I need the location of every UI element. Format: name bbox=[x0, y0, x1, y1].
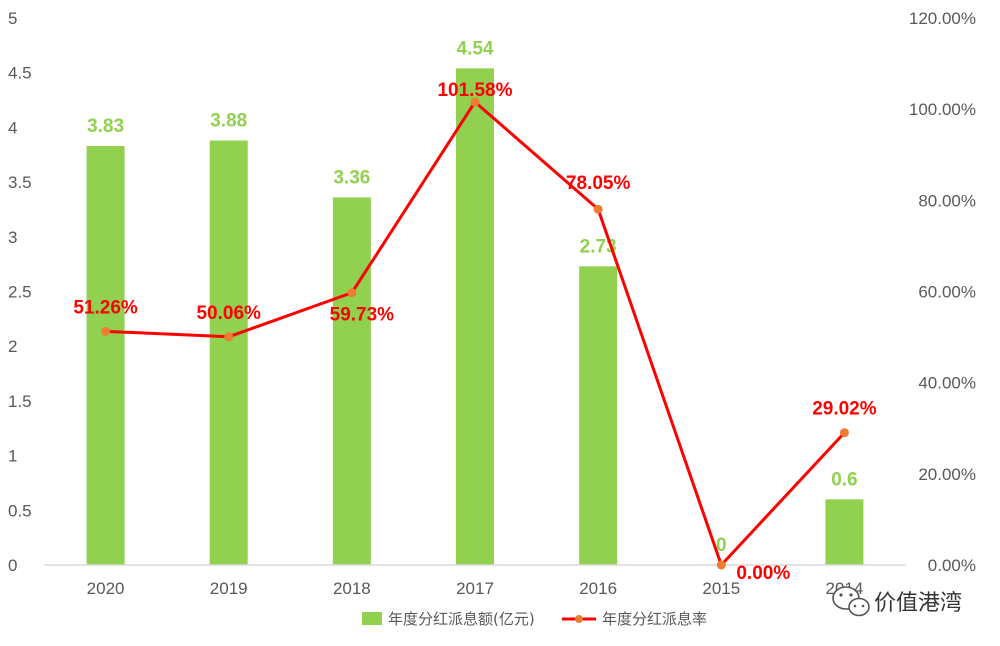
bar-data-label: 3.88 bbox=[210, 111, 247, 132]
y-left-tick-label: 4 bbox=[8, 118, 17, 137]
y-left-tick-label: 1 bbox=[8, 447, 17, 466]
y-right-tick-label: 100.00% bbox=[909, 100, 976, 119]
watermark-text: 价值港湾 bbox=[874, 591, 962, 616]
left-axis: 0 0.5 1 1.5 2 2.5 3 3.5 4 4.5 5 bbox=[8, 9, 32, 575]
x-tick-label: 2018 bbox=[333, 579, 371, 598]
y-left-tick-label: 5 bbox=[8, 9, 17, 28]
wechat-icon bbox=[832, 586, 870, 617]
bar bbox=[456, 68, 494, 565]
bar bbox=[579, 266, 618, 565]
line-data-label: 50.06% bbox=[196, 303, 261, 324]
line-data-label: 59.73% bbox=[330, 305, 395, 326]
watermark: 价值港湾 bbox=[832, 586, 962, 617]
y-right-tick-label: 20.00% bbox=[918, 465, 976, 484]
y-left-tick-label: 1.5 bbox=[8, 392, 32, 411]
line-marker bbox=[470, 97, 480, 107]
line-data-label: 29.02% bbox=[812, 399, 877, 420]
line-series bbox=[101, 97, 849, 570]
y-left-tick-label: 0 bbox=[8, 556, 17, 575]
line-marker bbox=[716, 560, 726, 570]
legend-line-label: 年度分红派息率 bbox=[602, 610, 707, 628]
bar-data-label: 0 bbox=[716, 535, 727, 556]
bar-series bbox=[86, 68, 864, 566]
bar bbox=[825, 499, 864, 565]
y-left-tick-label: 2 bbox=[8, 337, 17, 356]
line-data-label: 51.26% bbox=[73, 297, 138, 318]
y-right-tick-label: 120.00% bbox=[909, 9, 976, 28]
bar-data-label: 4.54 bbox=[457, 38, 494, 59]
line-marker bbox=[224, 332, 234, 342]
right-axis: 0.00% 20.00% 40.00% 60.00% 80.00% 100.00% 120.… bbox=[909, 9, 976, 575]
y-left-tick-label: 2.5 bbox=[8, 283, 32, 302]
legend-line-marker bbox=[575, 615, 583, 623]
x-tick-label: 2016 bbox=[579, 579, 617, 598]
bar-data-label: 0.6 bbox=[831, 469, 857, 490]
y-left-tick-label: 3 bbox=[8, 228, 17, 247]
y-right-tick-label: 80.00% bbox=[918, 191, 976, 210]
line-marker bbox=[347, 288, 357, 298]
line-labels: 51.26% 50.06% 59.73% 101.58% 78.05% 0.00% 29.0… bbox=[73, 80, 876, 584]
y-right-tick-label: 60.00% bbox=[918, 283, 976, 302]
legend: 年度分红派息额(亿元) 年度分红派息率 bbox=[362, 610, 707, 628]
line-data-label: 0.00% bbox=[736, 563, 790, 584]
legend-bar-label: 年度分红派息额(亿元) bbox=[388, 610, 535, 628]
bar bbox=[332, 197, 371, 565]
y-right-tick-label: 0.00% bbox=[928, 556, 976, 575]
line-marker bbox=[101, 326, 111, 336]
line-marker bbox=[593, 204, 603, 214]
line-data-label: 101.58% bbox=[437, 80, 512, 101]
line-marker bbox=[839, 428, 849, 438]
bar bbox=[86, 145, 125, 566]
bar-labels: 3.83 3.88 3.36 4.54 2.73 0 0.6 bbox=[87, 38, 858, 556]
bar-data-label: 3.83 bbox=[87, 116, 124, 137]
y-left-tick-label: 0.5 bbox=[8, 501, 32, 520]
x-tick-label: 2020 bbox=[87, 579, 125, 598]
y-left-tick-label: 4.5 bbox=[8, 64, 32, 83]
x-tick-label: 2015 bbox=[702, 579, 740, 598]
x-tick-label: 2017 bbox=[456, 579, 494, 598]
x-tick-label: 2019 bbox=[210, 579, 248, 598]
bar-data-label: 2.73 bbox=[580, 236, 617, 257]
line-data-label: 78.05% bbox=[566, 173, 631, 194]
bar bbox=[209, 140, 248, 565]
y-left-tick-label: 3.5 bbox=[8, 173, 32, 192]
bar-data-label: 3.36 bbox=[333, 167, 370, 188]
y-right-tick-label: 40.00% bbox=[918, 374, 976, 393]
legend-bar-swatch bbox=[362, 612, 382, 625]
